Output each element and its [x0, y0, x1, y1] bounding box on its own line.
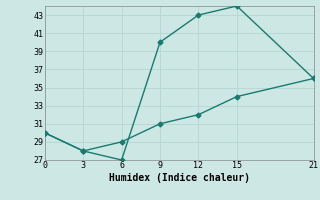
X-axis label: Humidex (Indice chaleur): Humidex (Indice chaleur) [109, 173, 250, 183]
